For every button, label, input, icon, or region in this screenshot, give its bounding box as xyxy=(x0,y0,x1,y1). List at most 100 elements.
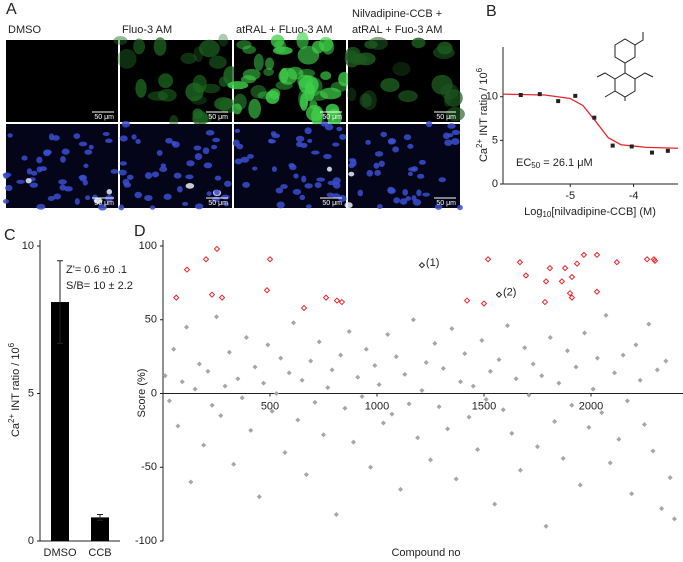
scale-bar-label: 50 μm xyxy=(322,200,342,207)
data-point xyxy=(629,144,634,149)
nucleus xyxy=(172,141,180,148)
x-tick-label: DMSO xyxy=(44,547,77,559)
data-point xyxy=(226,349,232,355)
nucleus xyxy=(399,198,408,205)
nucleus xyxy=(344,202,353,209)
data-point xyxy=(333,297,341,304)
y-axis-label-part: INT ratio / 10 xyxy=(10,347,22,413)
nucleus xyxy=(182,201,189,206)
cell xyxy=(359,93,372,108)
scale-bar-label: 50 μm xyxy=(436,200,456,207)
nucleus xyxy=(119,161,127,166)
cell xyxy=(338,71,351,87)
nucleus xyxy=(316,177,326,182)
nucleus xyxy=(403,134,412,141)
data-point xyxy=(359,393,365,399)
data-point xyxy=(558,278,566,285)
data-point xyxy=(263,287,271,294)
cell xyxy=(347,87,357,102)
nucleus xyxy=(373,162,380,169)
y-tick-label: 50 xyxy=(145,314,157,326)
data-point xyxy=(372,362,378,368)
nucleus xyxy=(405,196,412,201)
nucleus xyxy=(134,191,143,199)
nucleus xyxy=(144,195,153,202)
nucleus xyxy=(268,139,276,144)
data-point xyxy=(593,251,601,259)
data-point xyxy=(265,342,271,348)
nucleus xyxy=(202,147,210,155)
data-point xyxy=(607,460,613,466)
error-bar xyxy=(57,260,63,344)
data-point xyxy=(509,430,515,436)
nucleus xyxy=(305,204,312,209)
data-point xyxy=(202,256,210,263)
y-tick-label: 10 xyxy=(22,240,34,252)
nucleus xyxy=(185,182,195,189)
cell xyxy=(270,34,285,48)
cell xyxy=(153,37,167,56)
data-point xyxy=(338,298,346,306)
data-point xyxy=(196,361,202,367)
data-point xyxy=(586,424,592,430)
nucleus xyxy=(144,172,153,179)
data-point xyxy=(650,150,655,155)
panel-label: A xyxy=(6,1,17,18)
nucleus xyxy=(151,171,160,178)
cell xyxy=(190,95,207,105)
nucleus xyxy=(240,156,250,163)
nucleus xyxy=(301,175,307,183)
data-point xyxy=(218,413,224,419)
data-point xyxy=(299,377,305,383)
data-point xyxy=(201,442,207,448)
nucleus xyxy=(339,133,347,140)
nucleus xyxy=(203,162,213,169)
nucleus xyxy=(83,163,89,169)
annotated-point xyxy=(418,261,426,269)
bar xyxy=(51,302,69,541)
data-point xyxy=(667,475,673,481)
nucleus xyxy=(5,184,13,192)
cell xyxy=(265,57,275,70)
nucleus xyxy=(365,139,371,145)
data-point xyxy=(333,511,339,517)
data-point xyxy=(484,256,492,263)
data-point xyxy=(475,447,481,453)
nucleus xyxy=(123,182,132,188)
annotation: Z'= 0.6 ±0 .1 xyxy=(66,264,127,276)
nucleus xyxy=(214,189,220,196)
nucleus xyxy=(457,204,463,211)
panel-label: B xyxy=(486,3,497,20)
data-point xyxy=(599,410,605,416)
data-point xyxy=(541,298,549,306)
nucleus xyxy=(366,169,374,177)
x-tick-label: CCB xyxy=(88,547,111,559)
data-point xyxy=(235,376,241,382)
nucleus xyxy=(84,149,93,155)
nucleus xyxy=(296,141,303,148)
nucleus xyxy=(61,148,70,155)
y-tick-label: 10 xyxy=(486,91,498,103)
data-point xyxy=(282,450,288,455)
data-point xyxy=(320,432,326,438)
nucleus xyxy=(36,166,43,173)
data-point xyxy=(329,367,335,373)
nucleus xyxy=(43,149,51,157)
data-point xyxy=(243,334,249,340)
annotation: EC50 = 26.1 μM xyxy=(516,157,593,170)
data-point xyxy=(363,346,369,352)
data-point xyxy=(380,420,386,426)
data-point xyxy=(522,272,530,279)
data-point xyxy=(432,340,438,346)
nucleus xyxy=(98,204,107,211)
data-point xyxy=(322,294,330,301)
nucleus xyxy=(29,182,39,188)
nucleus xyxy=(53,193,62,200)
cell xyxy=(218,33,229,47)
cell xyxy=(192,110,208,126)
cell xyxy=(232,103,242,115)
nucleus xyxy=(275,187,284,194)
data-point xyxy=(376,382,382,388)
column-label: atRAL + FLuo-3 AM xyxy=(236,24,333,36)
cell xyxy=(431,74,453,95)
